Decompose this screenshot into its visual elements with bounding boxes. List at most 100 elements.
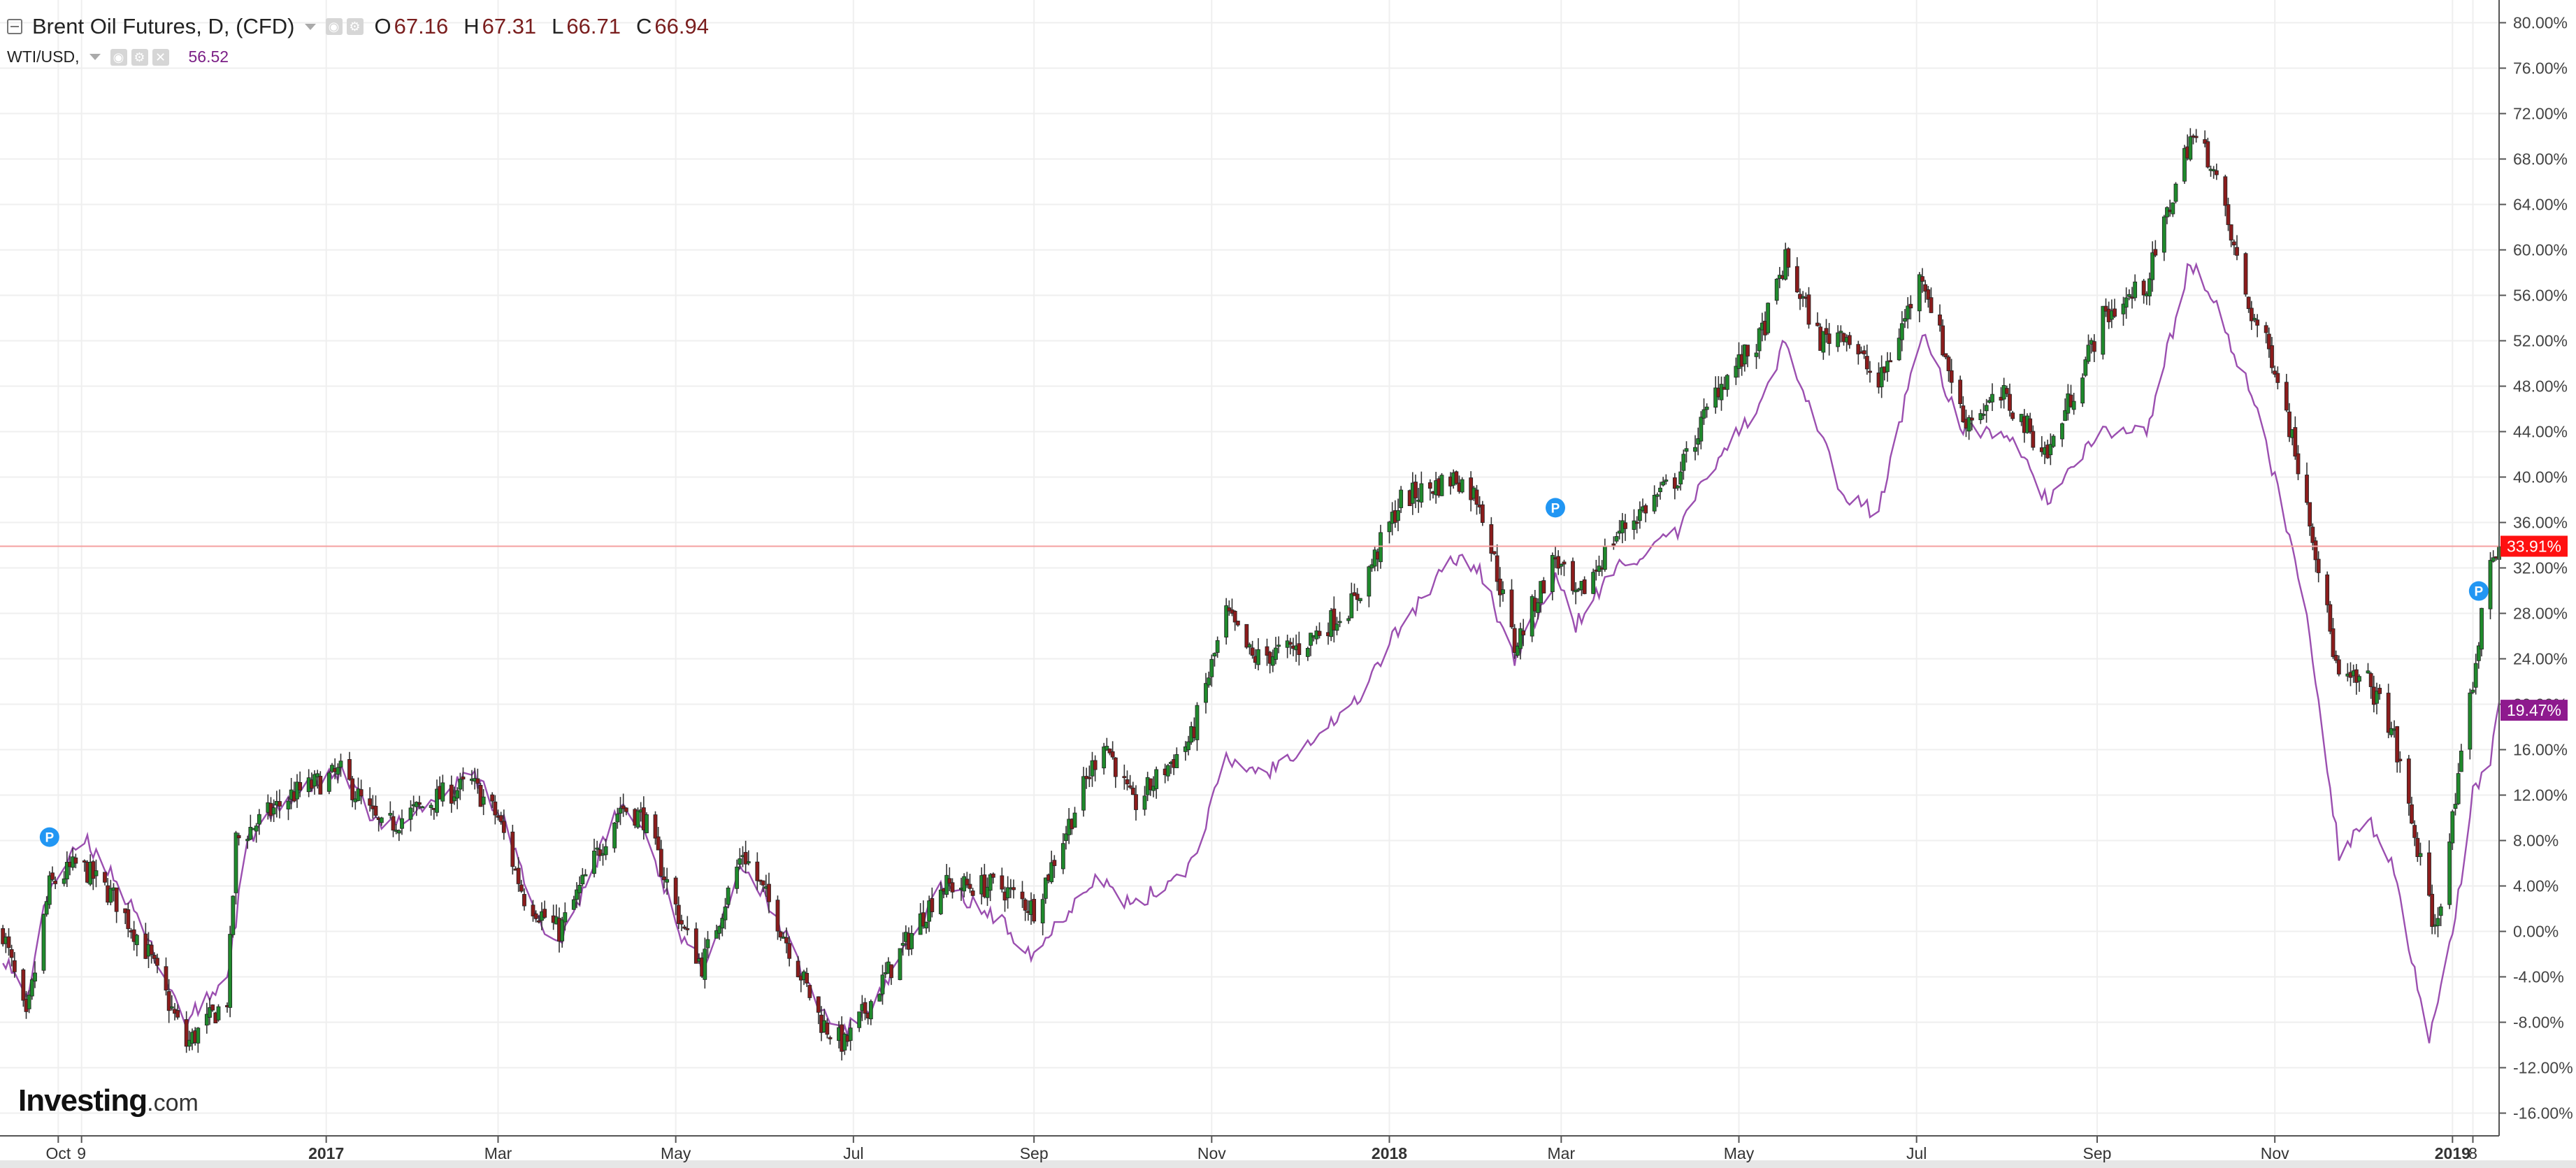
main-series-title[interactable]: Brent Oil Futures, D, (CFD) bbox=[32, 14, 295, 38]
candle-body bbox=[924, 921, 928, 929]
candle-body bbox=[825, 1023, 830, 1035]
candle-body bbox=[236, 835, 241, 839]
candle-body bbox=[478, 785, 483, 807]
settings-icon[interactable]: ⚙ bbox=[131, 48, 148, 66]
candle-body bbox=[493, 801, 498, 816]
candle-body bbox=[149, 944, 154, 955]
candle-body bbox=[210, 1004, 215, 1011]
candle-body bbox=[1064, 833, 1068, 842]
candle-body bbox=[1270, 656, 1275, 666]
x-tick-label: 8 bbox=[2468, 1144, 2477, 1162]
candle-body bbox=[1052, 860, 1057, 866]
candle-body bbox=[1492, 551, 1497, 554]
candle-body bbox=[1836, 332, 1841, 347]
event-markers[interactable]: P P P bbox=[39, 498, 2489, 847]
candle-body bbox=[1582, 579, 1587, 594]
event-marker[interactable]: P bbox=[1546, 498, 1565, 518]
candle-body bbox=[1274, 647, 1278, 660]
x-tick-label: 2019 bbox=[2435, 1144, 2470, 1162]
candle-body bbox=[1, 928, 6, 944]
y-tick-label: 40.00% bbox=[2513, 468, 2568, 486]
candle-body bbox=[1920, 276, 1924, 282]
event-marker[interactable]: P bbox=[2468, 581, 2489, 601]
candle-body bbox=[1518, 628, 1523, 649]
candle-body bbox=[169, 1006, 174, 1009]
eye-icon[interactable]: ◉ bbox=[110, 48, 127, 66]
candle-body bbox=[1908, 303, 1913, 309]
candle-body bbox=[1794, 266, 1799, 293]
candle-body bbox=[2476, 645, 2481, 661]
y-axis[interactable]: 80.00% 76.00% 72.00% 68.00% 64.00% 60.00% 56.0… bbox=[2499, 14, 2573, 1123]
candle-body bbox=[592, 850, 596, 874]
candle-body bbox=[1969, 417, 1974, 421]
candle-body bbox=[245, 839, 250, 842]
candle-body bbox=[1480, 504, 1485, 523]
chevron-down-icon[interactable] bbox=[304, 23, 316, 30]
candle-body bbox=[41, 914, 46, 971]
candle-body bbox=[519, 884, 524, 892]
candle-body bbox=[2086, 345, 2091, 362]
candle-body bbox=[705, 939, 710, 949]
candle-body bbox=[152, 955, 157, 959]
candle-body bbox=[278, 801, 282, 807]
candle-body bbox=[2124, 297, 2129, 308]
candle-body bbox=[2206, 141, 2210, 168]
marker-icon bbox=[39, 827, 59, 847]
candle-body bbox=[1839, 331, 1843, 333]
candle-body bbox=[2121, 303, 2126, 315]
candle-body bbox=[1005, 887, 1010, 899]
chevron-down-icon[interactable] bbox=[89, 54, 101, 60]
candle-body bbox=[1899, 323, 1904, 340]
candle-body bbox=[391, 816, 396, 831]
x-axis[interactable]: Oct 9 2017 Mar May Jul Sep Nov 2018 Mar May Jul Sep N… bbox=[45, 1136, 2477, 1162]
x-tick-label: May bbox=[1724, 1144, 1755, 1162]
candle-body bbox=[2450, 811, 2455, 844]
candle-body bbox=[930, 897, 935, 912]
candle-body bbox=[114, 887, 119, 912]
candle-body bbox=[312, 774, 317, 787]
candle-body bbox=[1501, 589, 1505, 594]
compare-series-title[interactable]: WTI/USD, bbox=[7, 48, 80, 66]
candle-body bbox=[1672, 477, 1677, 489]
candle-body bbox=[1110, 751, 1115, 758]
close-icon[interactable]: ✕ bbox=[152, 48, 169, 66]
compare-series-value: 56.52 bbox=[188, 48, 229, 66]
candle-body bbox=[1879, 367, 1884, 387]
candle-body bbox=[1337, 621, 1342, 623]
candle-body bbox=[1355, 593, 1360, 600]
candle-body bbox=[2010, 412, 2015, 419]
candle-body bbox=[2415, 837, 2420, 858]
candle-body bbox=[735, 866, 740, 889]
candle-body bbox=[743, 851, 748, 865]
candle-body bbox=[1023, 899, 1028, 911]
candle-body bbox=[1232, 610, 1237, 623]
candle-body bbox=[1427, 482, 1432, 489]
wti-current-label: 19.47% bbox=[2507, 701, 2561, 719]
eye-icon[interactable]: ◉ bbox=[325, 18, 343, 35]
candle-body bbox=[807, 985, 812, 998]
candle-body bbox=[2480, 607, 2484, 650]
candle-body bbox=[1419, 483, 1424, 503]
x-tick-label: 2018 bbox=[1372, 1144, 1407, 1162]
candle-body bbox=[583, 874, 588, 877]
candle-body bbox=[396, 830, 401, 834]
y-tick-label: 44.00% bbox=[2513, 423, 2568, 441]
y-tick-label: 64.00% bbox=[2513, 196, 2568, 214]
candle-body bbox=[1719, 384, 1724, 401]
candle-body bbox=[909, 933, 914, 949]
y-tick-label: 32.00% bbox=[2513, 559, 2568, 577]
event-marker[interactable]: P bbox=[39, 827, 59, 847]
y-tick-label: 60.00% bbox=[2513, 241, 2568, 259]
collapse-icon[interactable] bbox=[7, 19, 22, 34]
candle-body bbox=[1165, 765, 1170, 777]
settings-icon[interactable]: ⚙ bbox=[346, 18, 364, 35]
candle-body bbox=[796, 960, 800, 977]
candle-body bbox=[254, 825, 259, 832]
candle-body bbox=[2028, 418, 2033, 433]
candle-body bbox=[575, 889, 579, 900]
y-tick-label: 56.00% bbox=[2513, 287, 2568, 305]
candle-body bbox=[1978, 413, 1983, 420]
candle-body bbox=[2113, 308, 2117, 317]
candle-body bbox=[1734, 366, 1739, 378]
